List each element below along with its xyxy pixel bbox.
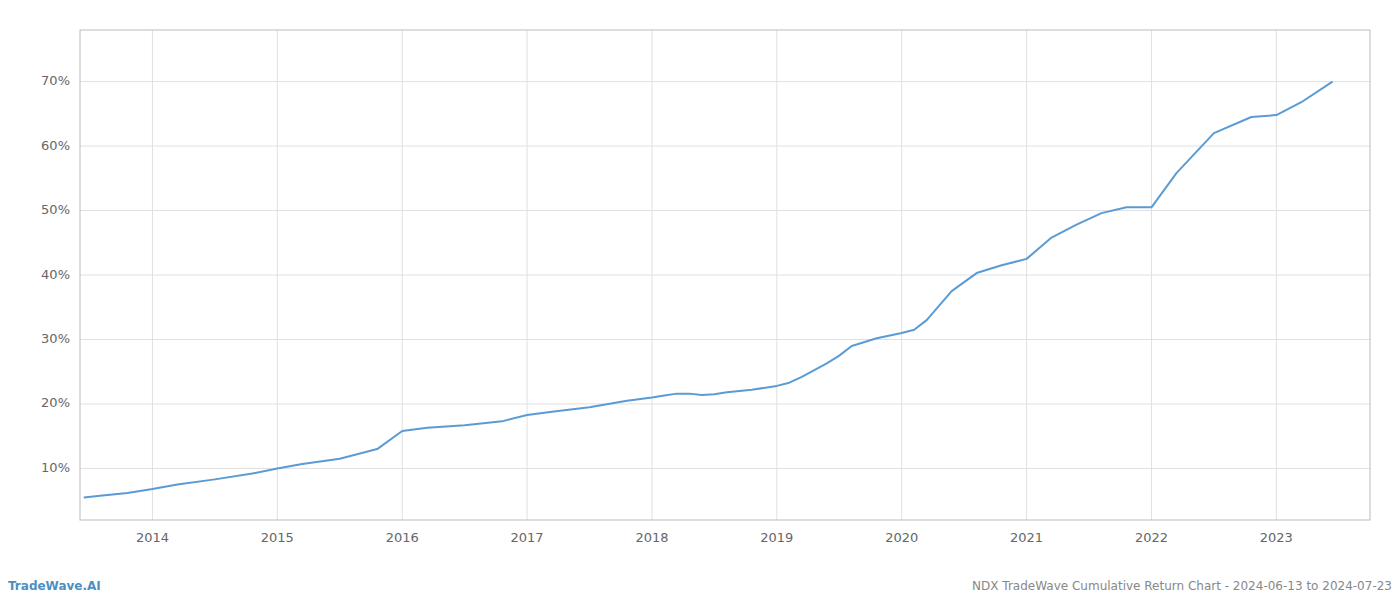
plot-frame: [80, 30, 1370, 520]
x-grid-line: [277, 30, 278, 520]
y-tick-label: 60%: [41, 138, 70, 153]
page: {"chart_data": {"type": "line", "x": [20…: [0, 0, 1400, 600]
footer-left: TradeWave.AI: [8, 579, 101, 593]
y-grid-line: [80, 403, 1370, 404]
y-tick-label: 40%: [41, 267, 70, 282]
data-line: [84, 82, 1333, 498]
y-tick-label: 10%: [41, 460, 70, 475]
y-grid-line: [80, 146, 1370, 147]
x-tick-label: 2023: [1260, 530, 1293, 545]
x-grid-line: [402, 30, 403, 520]
y-tick-label: 50%: [41, 202, 70, 217]
y-grid-line: [80, 210, 1370, 211]
y-tick-label: 20%: [41, 395, 70, 410]
x-grid-line: [651, 30, 652, 520]
chart-svg: 10% 20% 30% 40% 50% 60% 70% 2014 2015 2016 2017 201…: [0, 0, 1400, 600]
x-tick-label: 2021: [1010, 530, 1043, 545]
x-tick-label: 2022: [1135, 530, 1168, 545]
chart-container: 10% 20% 30% 40% 50% 60% 70% 2014 2015 2016 2017 201…: [0, 0, 1400, 600]
x-grid-line: [1151, 30, 1152, 520]
x-tick-label: 2015: [261, 530, 294, 545]
axes: 10% 20% 30% 40% 50% 60% 70% 2014 2015 2016 2017 201…: [41, 30, 1370, 545]
x-grid-line: [1276, 30, 1277, 520]
x-grid-line: [152, 30, 153, 520]
footer-right: NDX TradeWave Cumulative Return Chart - …: [972, 579, 1392, 593]
x-tick-label: 2014: [136, 530, 169, 545]
x-grid-line: [527, 30, 528, 520]
y-grid-line: [80, 81, 1370, 82]
x-tick-label: 2018: [635, 530, 668, 545]
x-grid-line: [776, 30, 777, 520]
x-tick-label: 2020: [885, 530, 918, 545]
y-tick-label: 70%: [41, 73, 70, 88]
grid: [80, 30, 1370, 520]
x-grid-line: [1026, 30, 1027, 520]
x-tick-label: 2017: [511, 530, 544, 545]
plot-area: [84, 82, 1333, 498]
footer: TradeWave.AI NDX TradeWave Cumulative Ret…: [8, 579, 1392, 593]
y-tick-label: 30%: [41, 331, 70, 346]
x-grid-line: [901, 30, 902, 520]
y-grid-line: [80, 339, 1370, 340]
x-tick-label: 2016: [386, 530, 419, 545]
x-tick-label: 2019: [760, 530, 793, 545]
y-grid-line: [80, 275, 1370, 276]
